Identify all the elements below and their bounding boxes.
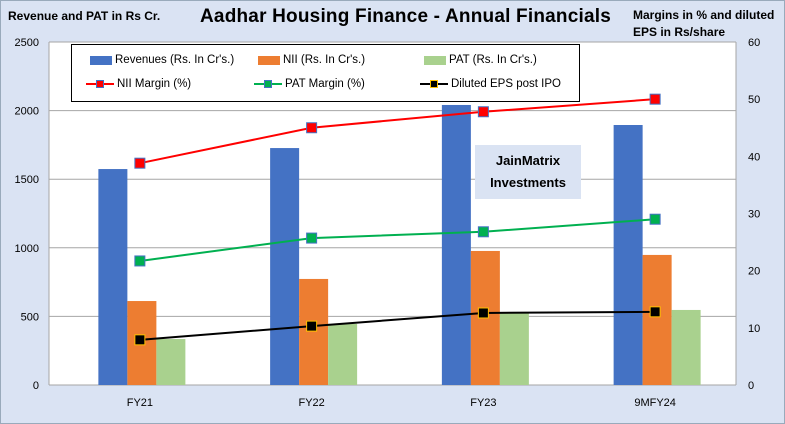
watermark-line1: JainMatrix bbox=[495, 153, 561, 168]
bar-revenues bbox=[98, 169, 128, 385]
right-axis-title: Margins in % and diluted EPS in Rs/share bbox=[633, 8, 775, 39]
bar-pat bbox=[156, 339, 186, 385]
line-nii-margin bbox=[139, 98, 656, 165]
line-pat-margin bbox=[139, 218, 656, 262]
marker-nii-margin bbox=[477, 106, 489, 118]
right-tick-label: 60 bbox=[748, 37, 760, 49]
legend-label: NII (Rs. In Cr's.) bbox=[283, 54, 366, 66]
chart-title: Aadhar Housing Finance - Annual Financia… bbox=[200, 6, 611, 27]
left-tick-label: 1500 bbox=[15, 174, 39, 186]
legend-item-pat-margin: PAT Margin (%) bbox=[254, 78, 365, 90]
left-tick-label: 0 bbox=[33, 380, 39, 392]
left-axis-title: Revenue and PAT in Rs Cr. bbox=[8, 9, 161, 23]
legend-line-marker bbox=[420, 79, 448, 89]
right-tick-label: 50 bbox=[748, 94, 760, 106]
legend-label: PAT (Rs. In Cr's.) bbox=[449, 54, 537, 66]
legend-label: PAT Margin (%) bbox=[285, 78, 365, 90]
watermark: JainMatrix Investments bbox=[475, 145, 581, 199]
legend-swatch bbox=[90, 55, 112, 65]
left-tick-label: 2500 bbox=[15, 37, 39, 49]
right-tick-label: 40 bbox=[748, 151, 760, 163]
legend-line-marker bbox=[86, 79, 114, 89]
bar-nii bbox=[642, 254, 672, 385]
marker-nii-margin bbox=[649, 93, 661, 105]
marker-pat-margin bbox=[306, 232, 318, 244]
bar-revenues bbox=[613, 125, 643, 386]
right-tick-label: 0 bbox=[748, 380, 754, 392]
bar-revenues bbox=[270, 148, 300, 385]
marker-nii-margin bbox=[134, 157, 146, 169]
marker-eps bbox=[306, 320, 318, 332]
x-tick-label: FY22 bbox=[298, 397, 324, 409]
x-tick-label: FY21 bbox=[127, 397, 153, 409]
bar-pat bbox=[328, 323, 358, 385]
legend-item-eps: Diluted EPS post IPO bbox=[420, 78, 561, 90]
left-tick-label: 500 bbox=[21, 311, 39, 323]
marker-pat-margin bbox=[477, 226, 489, 238]
legend-line-marker bbox=[254, 79, 282, 89]
legend-item-nii: NII (Rs. In Cr's.) bbox=[258, 54, 365, 66]
line-eps bbox=[139, 310, 656, 341]
legend-swatch bbox=[424, 55, 446, 65]
bar-nii bbox=[299, 278, 329, 385]
right-tick-label: 10 bbox=[748, 323, 760, 335]
legend-label: NII Margin (%) bbox=[117, 78, 192, 90]
legend-label: Diluted EPS post IPO bbox=[451, 78, 561, 90]
legend-item-revenues: Revenues (Rs. In Cr's.) bbox=[90, 54, 234, 66]
marker-pat-margin bbox=[134, 255, 146, 267]
right-tick-label: 20 bbox=[748, 266, 760, 278]
bar-revenues bbox=[441, 104, 471, 386]
legend: Revenues (Rs. In Cr's.) NII (Rs. In Cr's… bbox=[71, 44, 580, 102]
marker-eps bbox=[134, 334, 146, 346]
left-tick-label: 2000 bbox=[15, 106, 39, 118]
marker-nii-margin bbox=[306, 122, 318, 134]
marker-pat-margin bbox=[649, 213, 661, 225]
bar-pat bbox=[499, 312, 529, 385]
legend-swatch bbox=[258, 55, 280, 65]
marker-eps bbox=[477, 307, 489, 319]
bar-pat bbox=[671, 309, 701, 385]
marker-eps bbox=[649, 306, 661, 318]
right-tick-label: 30 bbox=[748, 209, 760, 221]
x-tick-label: 9MFY24 bbox=[634, 397, 676, 409]
legend-label: Revenues (Rs. In Cr's.) bbox=[115, 54, 235, 66]
watermark-line2: Investments bbox=[490, 175, 566, 190]
left-tick-label: 1000 bbox=[15, 243, 39, 255]
legend-item-pat: PAT (Rs. In Cr's.) bbox=[424, 54, 537, 66]
legend-item-nii-margin: NII Margin (%) bbox=[86, 78, 191, 90]
x-tick-label: FY23 bbox=[470, 397, 496, 409]
